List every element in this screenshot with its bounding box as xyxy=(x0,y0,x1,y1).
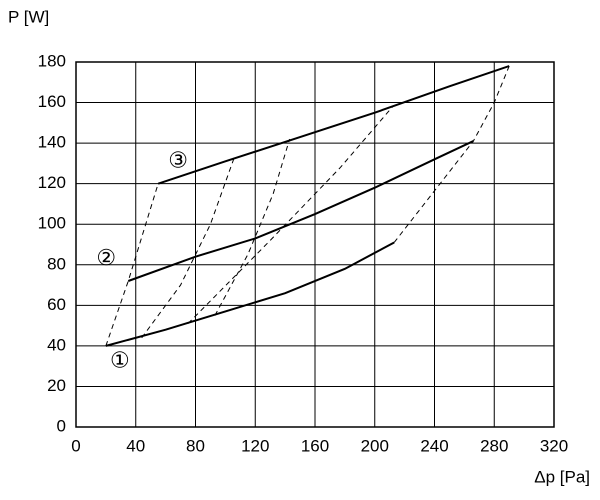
x-tick-label: 280 xyxy=(480,436,508,455)
y-tick-label: 0 xyxy=(57,416,66,435)
x-tick-label: 200 xyxy=(361,436,389,455)
y-tick-label: 120 xyxy=(38,173,66,192)
x-tick-label: 40 xyxy=(126,436,145,455)
system-curve xyxy=(393,65,510,243)
x-tick-label: 0 xyxy=(71,436,80,455)
system-curve xyxy=(141,157,235,339)
x-axis-label: Δp [Pa] xyxy=(534,467,590,486)
y-tick-label: 20 xyxy=(47,376,66,395)
curve-label: ① xyxy=(110,348,130,373)
y-axis-label: P [W] xyxy=(8,7,49,26)
y-tick-label: 180 xyxy=(38,51,66,70)
curve-label: ③ xyxy=(168,147,188,172)
x-tick-label: 120 xyxy=(241,436,269,455)
y-tick-label: 160 xyxy=(38,92,66,111)
power-curve xyxy=(157,65,510,185)
y-tick-label: 60 xyxy=(47,295,66,314)
x-tick-label: 240 xyxy=(420,436,448,455)
x-tick-label: 320 xyxy=(540,436,568,455)
system-curve xyxy=(105,183,159,347)
curve-label: ② xyxy=(96,245,116,270)
y-tick-label: 40 xyxy=(47,335,66,354)
y-tick-label: 80 xyxy=(47,254,66,273)
system-curve xyxy=(187,106,394,324)
x-tick-label: 80 xyxy=(186,436,205,455)
power-curve xyxy=(127,140,474,282)
y-tick-label: 100 xyxy=(38,214,66,233)
power-curve xyxy=(105,241,395,347)
y-tick-label: 140 xyxy=(38,133,66,152)
x-tick-label: 160 xyxy=(301,436,329,455)
system-curve xyxy=(214,138,291,316)
